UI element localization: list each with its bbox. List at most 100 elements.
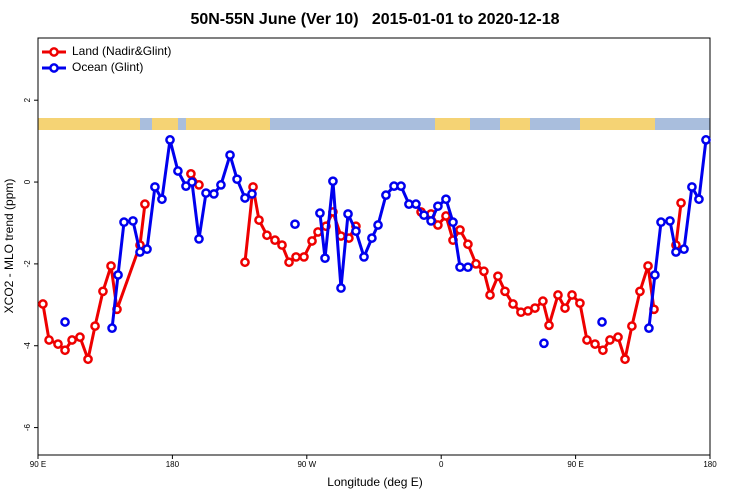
data-point (411, 199, 421, 209)
data-point (553, 290, 563, 300)
data-point (225, 150, 235, 160)
data-point (359, 252, 369, 262)
data-point (597, 317, 607, 327)
series-line (110, 138, 708, 329)
x-tick-label: 90 E (30, 460, 46, 469)
data-point (351, 226, 361, 237)
chart-title: 50N-55N June (Ver 10) 2015-01-01 to 2020… (190, 11, 559, 28)
data-point (539, 338, 549, 349)
y-tick-label: -6 (23, 423, 32, 431)
legend-label: Land (Nadir&Glint) (72, 44, 171, 58)
data-point (187, 177, 197, 187)
data-point (644, 323, 654, 333)
data-point (113, 270, 123, 280)
data-point (44, 335, 54, 345)
data-point (701, 135, 711, 145)
data-point (277, 240, 287, 250)
data-point (240, 257, 250, 268)
data-point (455, 225, 465, 235)
data-point (128, 216, 138, 226)
data-point (500, 286, 510, 297)
data-point (643, 261, 653, 271)
data-point (433, 220, 443, 230)
data-point (232, 174, 242, 185)
data-point (247, 189, 257, 199)
data-point (530, 303, 540, 313)
data-point (270, 235, 280, 246)
data-point (173, 166, 183, 176)
data-point (508, 299, 518, 309)
x-axis-label: Longitude (deg E) (327, 475, 422, 489)
data-point (254, 215, 264, 225)
legend-label: Ocean (Glint) (72, 60, 143, 74)
data-point (433, 201, 443, 212)
x-tick-label: 90 E (567, 460, 583, 469)
data-point (194, 234, 204, 244)
data-point (262, 230, 272, 241)
x-tick-label: 0 (439, 460, 444, 469)
data-point (463, 239, 473, 250)
data-point (315, 208, 325, 218)
x-tick-label: 90 W (297, 460, 316, 469)
data-point (620, 354, 630, 365)
data-point (381, 190, 391, 200)
data-point (284, 257, 294, 268)
data-point (538, 296, 548, 306)
y-tick-label: -4 (23, 342, 32, 350)
data-point (60, 317, 70, 327)
data-point (373, 220, 383, 230)
data-point (471, 259, 481, 269)
data-point (307, 236, 317, 246)
data-point (575, 298, 585, 309)
series-line (41, 172, 683, 361)
data-point (320, 253, 330, 264)
data-point (665, 216, 675, 226)
data-point (201, 188, 211, 198)
y-tick-label: 2 (23, 97, 32, 102)
data-point (106, 261, 116, 271)
data-point (53, 339, 63, 349)
data-point (448, 217, 458, 228)
data-point (299, 252, 309, 262)
data-point (676, 198, 686, 208)
data-point (627, 321, 637, 331)
data-point (419, 210, 429, 221)
data-point (396, 181, 406, 191)
data-point (367, 233, 377, 243)
data-point (463, 262, 473, 273)
y-axis-label: XCO2 - MLO trend (ppm) (2, 179, 16, 314)
data-point (90, 321, 100, 331)
data-point (142, 244, 152, 255)
data-point (694, 194, 704, 205)
data-point (216, 180, 226, 190)
data-point (567, 290, 577, 300)
data-point (150, 182, 160, 192)
data-point (485, 290, 495, 300)
data-point (613, 332, 623, 342)
data-point (441, 194, 451, 205)
data-point (590, 339, 600, 349)
data-point (67, 335, 77, 345)
data-point (98, 286, 108, 297)
data-point (598, 345, 608, 356)
y-tick-label: 0 (23, 179, 32, 184)
data-point (240, 193, 250, 203)
data-point (290, 219, 300, 230)
plot-frame (37, 37, 711, 456)
y-tick-label: -2 (23, 260, 32, 268)
data-point (119, 217, 129, 228)
data-point (83, 354, 93, 365)
data-point (38, 299, 48, 309)
data-point (209, 189, 219, 199)
data-point (336, 283, 346, 293)
data-point (544, 320, 554, 331)
data-point (479, 266, 489, 277)
legend-marker (49, 63, 59, 73)
data-point (650, 270, 660, 280)
data-point (582, 335, 592, 345)
data-point (107, 323, 117, 333)
data-point (186, 169, 196, 179)
data-point (140, 199, 150, 209)
data-point (426, 216, 436, 226)
